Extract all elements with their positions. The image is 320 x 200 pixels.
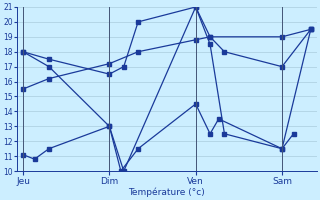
X-axis label: Température (°c): Température (°c) — [129, 187, 205, 197]
